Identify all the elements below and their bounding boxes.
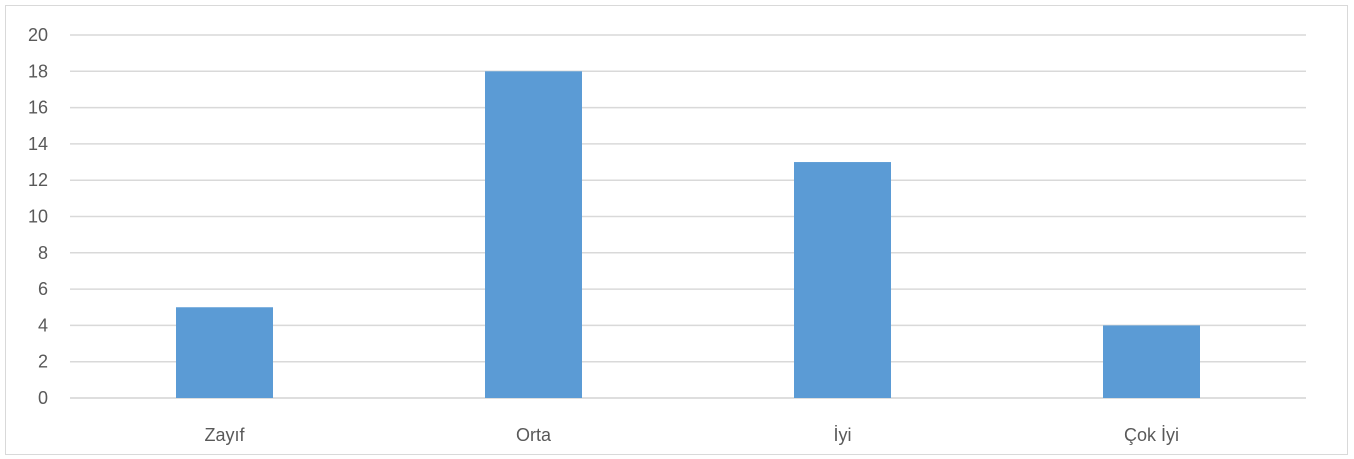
bar-3: [1103, 325, 1200, 398]
y-tick-label: 4: [38, 315, 48, 335]
x-tick-label: Orta: [516, 425, 552, 445]
y-axis-tick-labels: 0 2 4 6 8 10 12 14 16 18 20: [28, 25, 48, 408]
y-tick-label: 12: [28, 170, 48, 190]
x-tick-label: Çok İyi: [1124, 425, 1179, 445]
gridlines: [70, 34, 1306, 399]
y-tick-label: 0: [38, 388, 48, 408]
y-tick-label: 2: [38, 352, 48, 372]
y-tick-label: 8: [38, 243, 48, 263]
bars: [176, 71, 1200, 399]
y-tick-label: 10: [28, 207, 48, 227]
bar-0: [176, 307, 273, 398]
y-tick-label: 16: [28, 98, 48, 118]
y-tick-label: 6: [38, 279, 48, 299]
x-tick-label: İyi: [834, 425, 852, 445]
x-axis-tick-labels: Zayıf Orta İyi Çok İyi: [204, 425, 1179, 445]
bar-2: [794, 162, 891, 398]
x-tick-label: Zayıf: [204, 425, 245, 445]
y-tick-label: 20: [28, 25, 48, 45]
bar-1: [485, 71, 582, 399]
y-tick-label: 14: [28, 134, 48, 154]
y-tick-label: 18: [28, 61, 48, 81]
